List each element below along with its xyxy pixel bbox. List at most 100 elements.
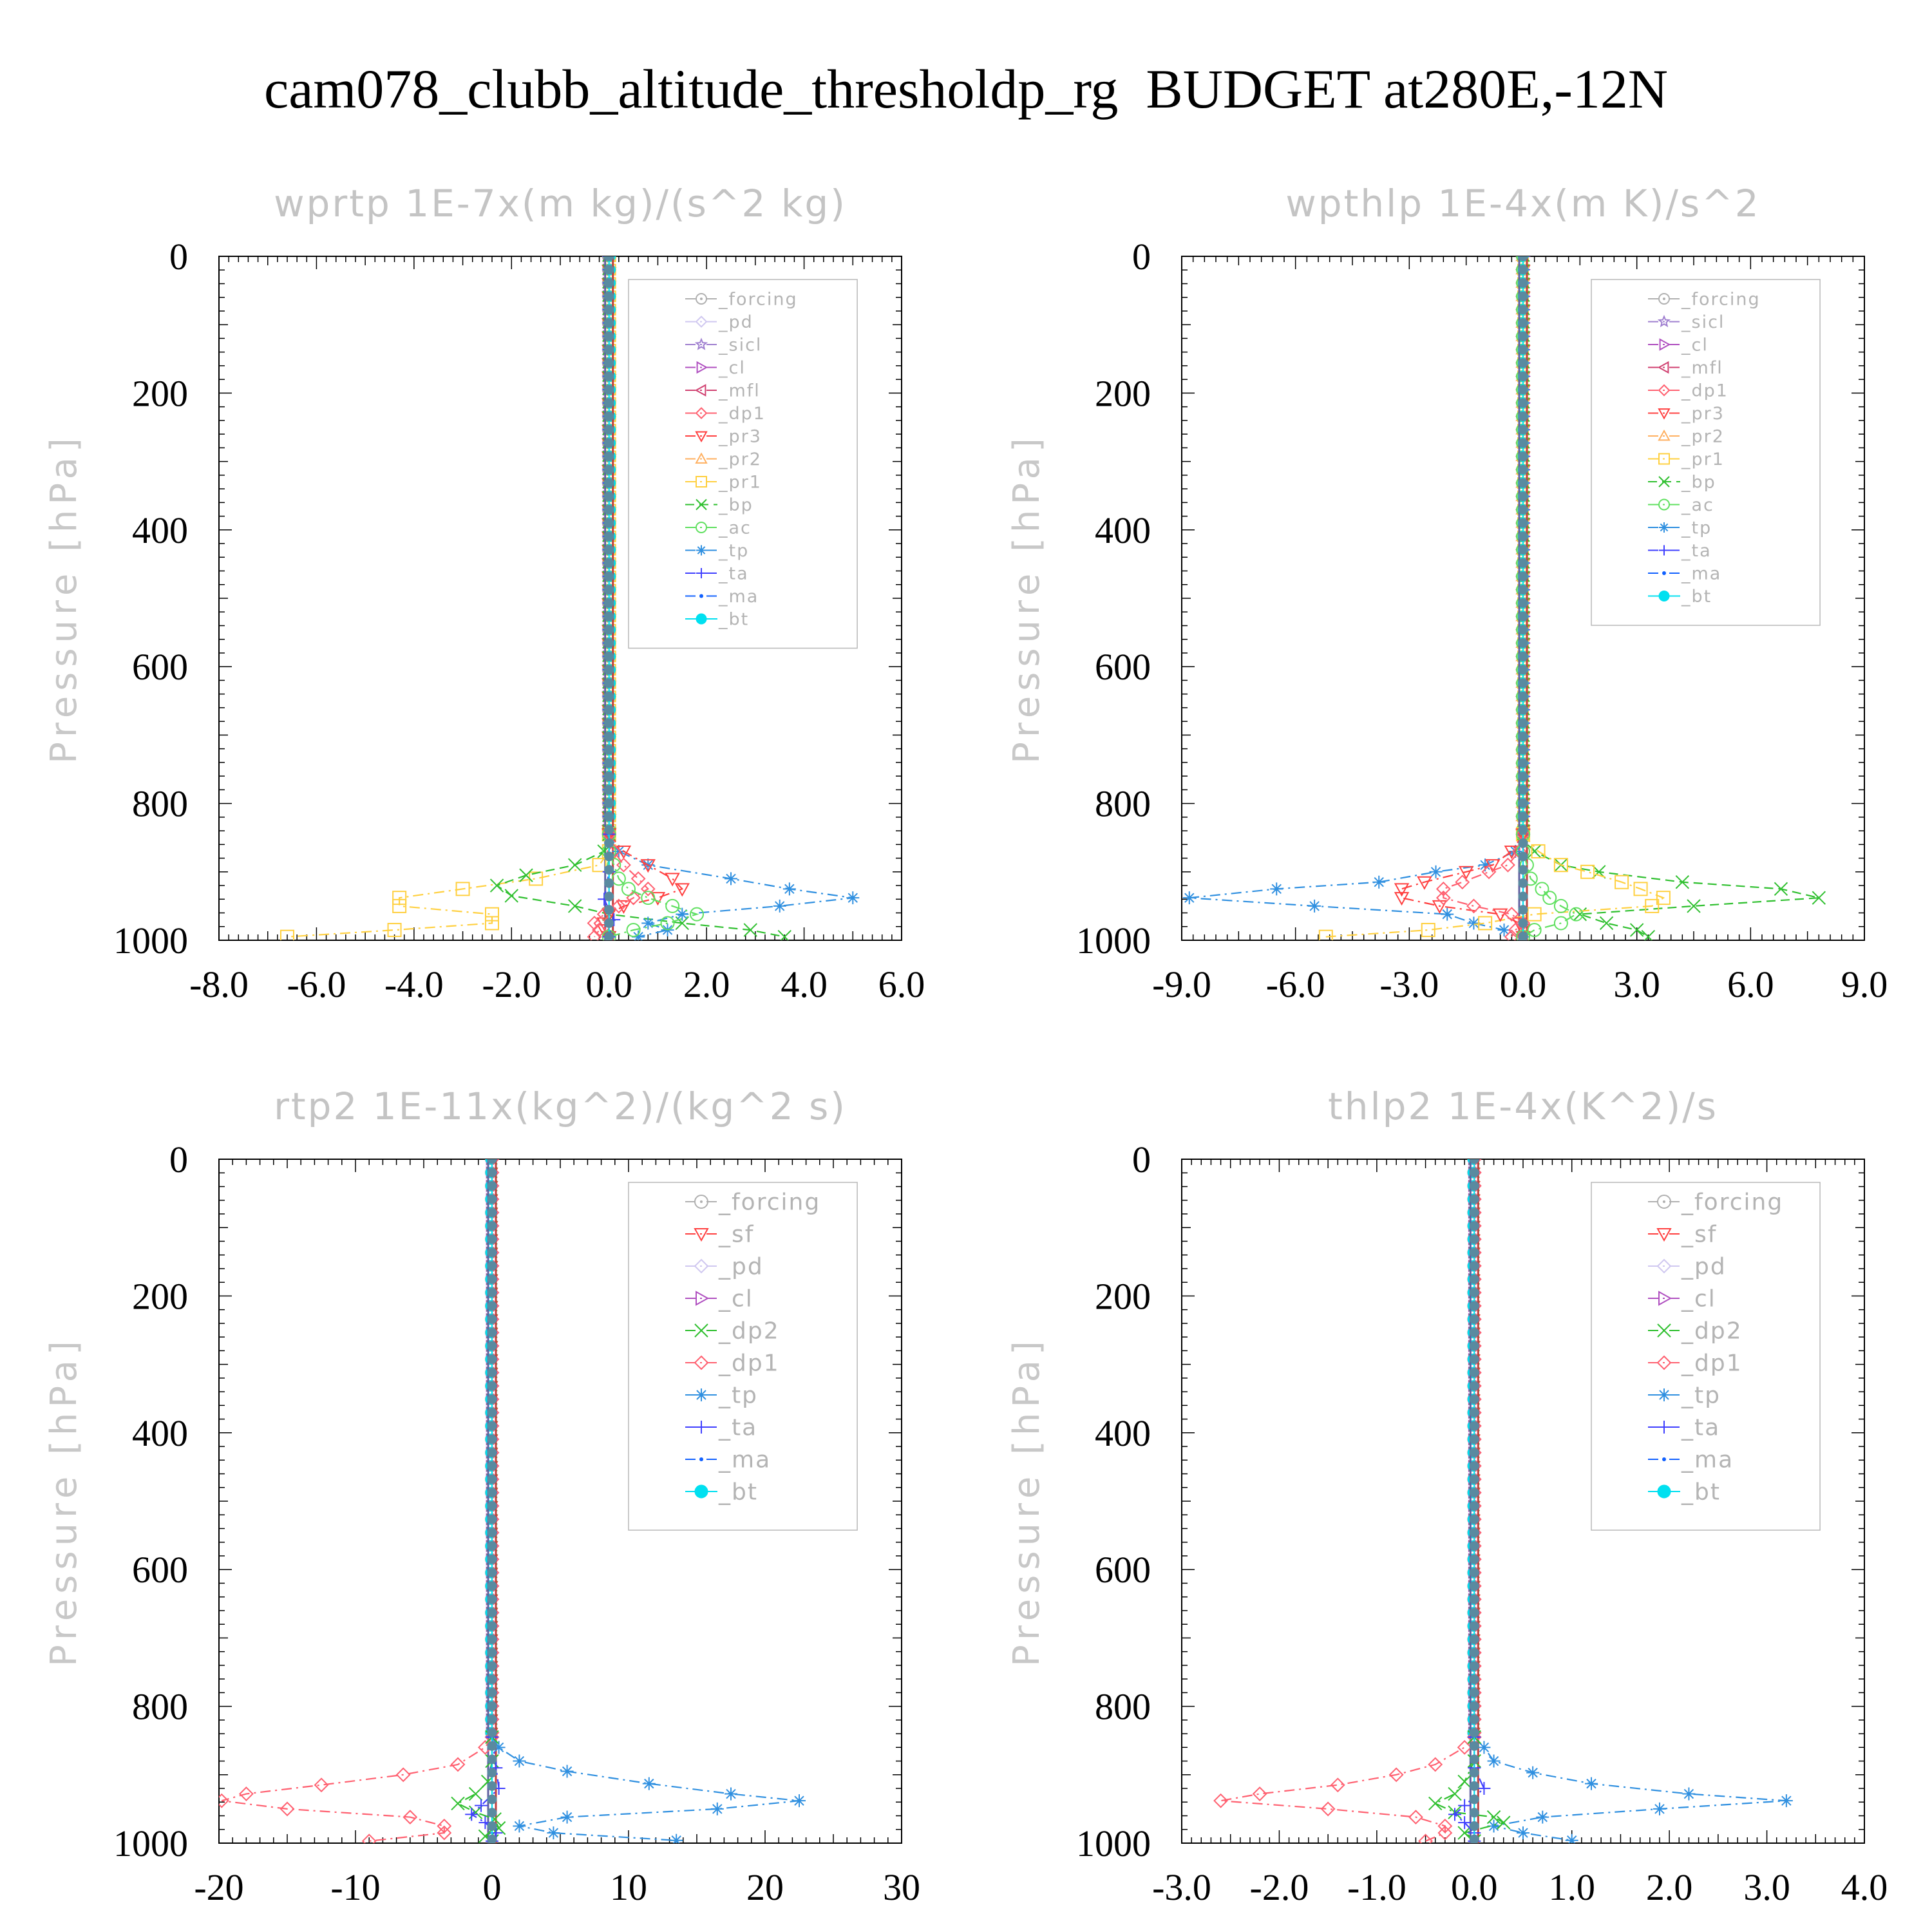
plot-area	[1213, 1159, 1793, 1843]
data-point	[1569, 907, 1584, 922]
x-tick-label: 2.0	[1646, 1866, 1693, 1908]
data-point	[504, 889, 518, 903]
data-point	[1629, 923, 1644, 937]
legend-label: _forcing	[1681, 289, 1761, 309]
x-tick-label: 1.0	[1548, 1866, 1595, 1908]
legend-entry: _cl	[685, 1286, 752, 1312]
data-point	[1455, 875, 1470, 890]
data-point	[1653, 1802, 1666, 1815]
data-point	[743, 923, 757, 937]
data-point	[777, 929, 791, 940]
data-point	[487, 1221, 497, 1231]
data-point	[782, 882, 796, 896]
data-point	[1504, 929, 1519, 940]
data-point	[710, 1802, 724, 1815]
data-point	[612, 844, 625, 858]
data-point	[1469, 1488, 1479, 1498]
y-tick-label: 800	[1095, 1686, 1151, 1728]
data-point	[487, 1448, 497, 1458]
data-point	[604, 651, 614, 661]
x-tick-label: 0.0	[585, 963, 632, 1005]
data-point	[487, 1421, 497, 1431]
data-point	[487, 1341, 497, 1351]
data-point	[1518, 905, 1528, 915]
series-bp	[1516, 827, 1826, 940]
data-point	[604, 504, 614, 515]
data-point	[487, 1407, 497, 1417]
data-point	[1408, 1810, 1423, 1825]
data-point	[1812, 891, 1826, 905]
y-tick-label: 400	[132, 509, 188, 551]
data-point	[1469, 1567, 1479, 1578]
data-point	[1469, 1314, 1479, 1325]
data-point	[604, 824, 614, 835]
data-point	[1526, 1766, 1540, 1779]
legend-label: _cl	[1681, 335, 1709, 355]
data-point	[487, 1194, 497, 1204]
data-point	[487, 1754, 497, 1765]
data-point	[487, 1794, 497, 1804]
data-point	[1469, 1727, 1479, 1738]
data-point	[487, 1727, 497, 1738]
data-point	[611, 871, 626, 886]
data-point	[1469, 1794, 1479, 1804]
data-point	[1458, 866, 1474, 880]
data-point	[487, 1247, 497, 1258]
data-point	[592, 858, 607, 873]
data-point	[604, 705, 614, 715]
data-point	[616, 900, 632, 914]
legend-label: _dp2	[718, 1318, 780, 1345]
x-tick-label: -2.0	[482, 963, 541, 1005]
data-point	[465, 1808, 478, 1821]
data-point	[642, 1777, 656, 1790]
legend-entry: _mfl	[685, 381, 759, 401]
legend-entry: _bp	[685, 495, 753, 515]
legend-entry: _ma	[1648, 564, 1720, 583]
data-point	[1469, 1647, 1479, 1658]
legend-entry: _sicl	[685, 335, 761, 355]
data-point	[1437, 1825, 1453, 1841]
data-point	[487, 1514, 497, 1524]
data-point	[665, 873, 680, 887]
y-tick-label: 600	[1095, 1549, 1151, 1591]
data-point	[1779, 1794, 1793, 1808]
y-tick-label: 1000	[113, 1823, 188, 1864]
x-tick-label: -20	[194, 1866, 243, 1908]
data-point	[1394, 892, 1410, 906]
data-point	[487, 1301, 497, 1311]
data-point	[1469, 1821, 1479, 1831]
data-point	[1479, 858, 1492, 872]
data-point	[1429, 865, 1443, 878]
data-point	[1477, 1741, 1491, 1754]
data-point	[1518, 358, 1528, 368]
data-point	[604, 772, 614, 782]
data-point	[604, 384, 614, 395]
data-point	[1469, 1554, 1479, 1564]
data-point	[724, 872, 737, 886]
data-point	[604, 478, 614, 488]
data-point	[604, 531, 614, 542]
legend-label: _tp	[1681, 1383, 1721, 1409]
data-point	[626, 923, 641, 938]
data-point	[1469, 1514, 1479, 1524]
data-point	[1687, 899, 1701, 913]
data-point	[1469, 1394, 1479, 1405]
data-point	[604, 318, 614, 328]
data-point	[487, 1687, 497, 1698]
data-point	[690, 907, 704, 922]
x-tick-label: -1.0	[1347, 1866, 1406, 1908]
data-point	[604, 278, 614, 288]
legend-label: _ma	[718, 1447, 771, 1473]
legend-label: _bp	[718, 495, 753, 515]
legend-entry: _cl	[1648, 1286, 1715, 1312]
data-point	[1469, 1714, 1479, 1725]
data-point	[1615, 875, 1629, 889]
data-point	[1518, 758, 1528, 768]
data-point	[487, 1768, 497, 1778]
data-point	[604, 305, 614, 315]
data-point	[568, 858, 582, 872]
legend-label: _ta	[1681, 1415, 1720, 1441]
y-axis-label: Pressure [hPa]	[43, 433, 85, 764]
data-point	[487, 1474, 497, 1484]
data-point	[1448, 1808, 1461, 1821]
